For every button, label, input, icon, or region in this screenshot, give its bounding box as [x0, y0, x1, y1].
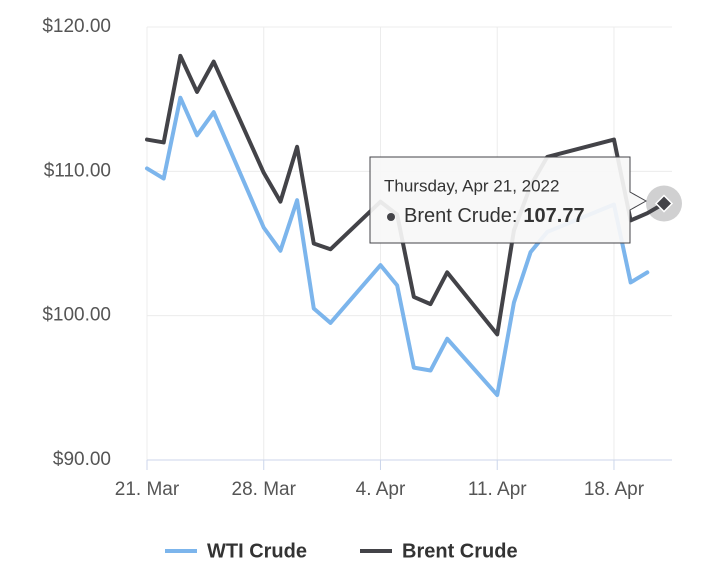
legend: WTI Crude Brent Crude [165, 540, 518, 562]
tooltip-header: Thursday, Apr 21, 2022 [384, 176, 559, 195]
x-tick-label: 18. Apr [584, 479, 645, 500]
tooltip-dot [387, 213, 395, 221]
y-tick-label: $90.00 [53, 449, 111, 470]
tooltip: Thursday, Apr 21, 2022 Brent Crude: 107.77 [369, 156, 682, 244]
tooltip-label: Brent Crude: [404, 205, 517, 227]
legend-label: WTI Crude [207, 540, 307, 562]
x-tick-label: 11. Apr [468, 479, 527, 500]
tooltip-value: 107.77 [523, 205, 584, 227]
x-tick-label: 21. Mar [115, 479, 180, 500]
tooltip-box [369, 156, 648, 244]
hover-marker [654, 194, 674, 213]
tooltip-line: Brent Crude: 107.77 [404, 205, 585, 227]
y-tick-label: $100.00 [42, 305, 111, 326]
x-tick-label: 28. Mar [232, 479, 297, 500]
y-tick-label: $110.00 [44, 160, 111, 181]
y-tick-label: $120.00 [42, 16, 111, 37]
grid: $90.00 $100.00 $110.00 $120.00 21. Mar 28. Ma… [42, 16, 672, 500]
legend-label: Brent Crude [402, 540, 518, 562]
series-line [145, 95, 650, 398]
x-tick-label: 4. Apr [356, 479, 406, 500]
